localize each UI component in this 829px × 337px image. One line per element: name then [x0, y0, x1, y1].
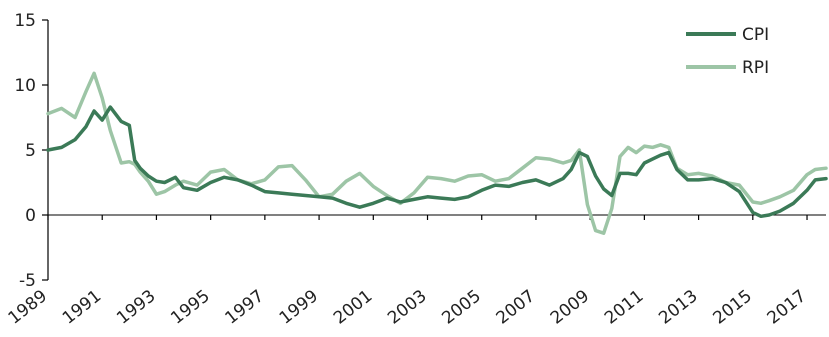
x-tick-label: 1991	[59, 286, 105, 328]
x-tick-label: 2017	[764, 286, 810, 328]
series-line-cpi	[46, 105, 828, 219]
y-tick-label: -5	[19, 271, 36, 291]
legend: CPI RPI	[686, 25, 769, 78]
y-axis-ticks: 15 10 5 0 -5	[14, 11, 48, 291]
series-layer	[46, 71, 828, 235]
x-tick-label: 2011	[601, 286, 647, 328]
x-tick-label: 2015	[709, 286, 755, 328]
x-tick-label: 1997	[222, 286, 268, 328]
x-tick-label: 1989	[5, 286, 51, 328]
x-tick-label: 2005	[438, 286, 484, 328]
x-tick-label: 1995	[167, 286, 213, 328]
y-tick-label: 0	[25, 206, 36, 226]
legend-label-cpi: CPI	[742, 25, 769, 45]
x-tick-label: 1993	[113, 286, 159, 328]
series-line-rpi	[46, 71, 828, 235]
x-tick-label: 1999	[276, 286, 322, 328]
x-tick-label: 2007	[493, 286, 539, 328]
x-tick-label: 2009	[547, 286, 593, 328]
x-tick-label: 2001	[330, 286, 376, 328]
legend-label-rpi: RPI	[742, 58, 769, 78]
y-tick-label: 10	[14, 76, 36, 96]
y-tick-label: 5	[25, 141, 36, 161]
x-tick-label: 2013	[655, 286, 701, 328]
x-tick-label: 2003	[384, 286, 430, 328]
x-axis-ticks: 1989 1991 1993 1995 1997 1999 2001 2003 2005 2007…	[5, 215, 810, 329]
y-tick-label: 15	[14, 11, 36, 31]
